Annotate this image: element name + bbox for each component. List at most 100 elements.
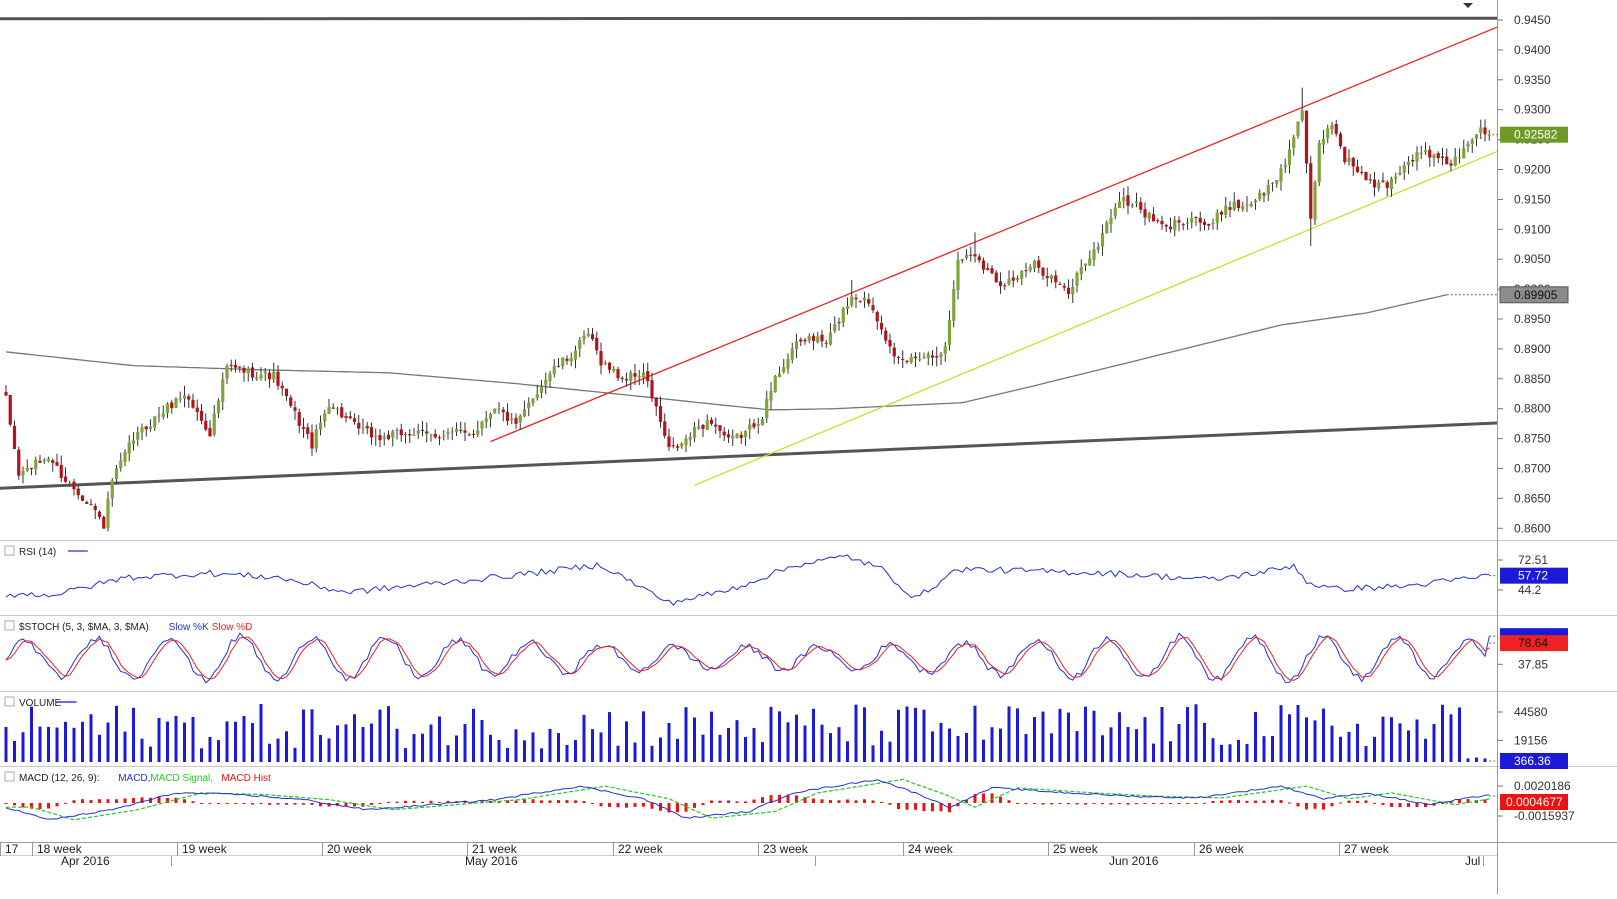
bullish-candle xyxy=(1109,218,1113,225)
bullish-candle xyxy=(395,429,399,431)
bearish-candle xyxy=(144,426,148,430)
volume-bar xyxy=(1475,757,1478,762)
bullish-candle xyxy=(794,341,799,350)
bearish-candle xyxy=(654,397,658,407)
bearish-candle xyxy=(93,505,97,510)
macd-hist-bar xyxy=(1466,799,1470,803)
macd-hist-bar xyxy=(752,799,756,803)
macd-hist-bar xyxy=(557,800,560,803)
bullish-candle xyxy=(816,336,820,343)
volume-bar xyxy=(1288,714,1291,762)
pane-collapse-icon[interactable] xyxy=(4,545,15,556)
macd-hist-bar xyxy=(497,801,501,803)
bearish-candle xyxy=(824,342,828,344)
channel-support-line xyxy=(694,150,1498,486)
bearish-candle xyxy=(595,337,599,351)
bearish-candle xyxy=(233,364,238,368)
volume-bar xyxy=(514,729,518,762)
price-tick-label: 0.9400 xyxy=(1514,43,1551,57)
bearish-candle xyxy=(811,335,816,341)
volume-bar xyxy=(30,706,33,762)
macd-hist-bar xyxy=(1152,803,1155,804)
price-tick-label: 0.8600 xyxy=(1514,521,1551,535)
bearish-candle xyxy=(1062,285,1066,288)
volume-bar xyxy=(1152,743,1155,762)
week-label: 26 week xyxy=(1199,842,1245,856)
bearish-candle xyxy=(663,421,667,436)
macd-hist-bar xyxy=(718,800,722,803)
macd-hist-bar xyxy=(761,797,764,803)
macd-hist-bar xyxy=(1075,803,1079,805)
bearish-candle xyxy=(892,347,896,357)
bullish-candle xyxy=(123,452,127,462)
macd-value: 0.0004677 xyxy=(1506,795,1563,809)
bullish-candle xyxy=(1406,161,1411,166)
bullish-candle xyxy=(1402,165,1406,173)
bearish-candle xyxy=(930,355,935,358)
bullish-candle xyxy=(1007,278,1011,285)
macd-hist-bar xyxy=(242,803,246,804)
bullish-candle xyxy=(705,420,709,430)
bullish-candle xyxy=(952,288,956,321)
long-support-trendline xyxy=(0,421,1498,490)
macd-hist-bar xyxy=(1330,803,1334,807)
volume-bar xyxy=(701,734,705,762)
volume-bar xyxy=(446,745,450,762)
macd-hist-bar xyxy=(1347,800,1351,803)
bullish-candle xyxy=(1147,212,1151,219)
bullish-candle xyxy=(748,424,752,430)
bearish-candle xyxy=(1168,226,1173,230)
bearish-candle xyxy=(888,340,892,347)
macd-hist-bar xyxy=(999,796,1002,803)
macd-hist-bar xyxy=(259,803,263,804)
volume-bar xyxy=(174,715,178,762)
bearish-candle xyxy=(607,362,612,370)
bullish-candle xyxy=(1049,275,1054,279)
bullish-candle xyxy=(743,431,748,437)
bullish-candle xyxy=(165,403,170,414)
bearish-candle xyxy=(624,378,629,381)
volume-bar xyxy=(1398,723,1402,762)
volume-bar xyxy=(1228,744,1232,762)
volume-bar xyxy=(735,720,739,762)
macd-hist-bar xyxy=(820,799,824,803)
bearish-candle xyxy=(72,481,76,490)
volume-bar xyxy=(234,721,237,762)
bullish-candle xyxy=(1122,196,1126,202)
volume-bar xyxy=(820,724,824,762)
bearish-candle xyxy=(726,434,731,438)
price-tick-label: 0.9450 xyxy=(1514,13,1551,27)
bullish-candle xyxy=(1377,182,1381,189)
macd-hist-bar xyxy=(727,800,730,803)
volume-bar xyxy=(625,721,628,762)
macd-hist-bar xyxy=(1279,799,1283,803)
bullish-candle xyxy=(1241,206,1245,210)
bullish-candle xyxy=(964,254,969,259)
price-tick-label: 0.9300 xyxy=(1514,103,1551,117)
volume-bar xyxy=(353,714,356,762)
bullish-candle xyxy=(1313,182,1317,221)
volume-bar xyxy=(1084,706,1087,762)
bullish-candle xyxy=(1075,272,1079,286)
pane-collapse-icon[interactable] xyxy=(4,696,15,707)
bullish-candle xyxy=(909,356,913,363)
pane-collapse-icon[interactable] xyxy=(4,620,15,631)
volume-bar xyxy=(259,703,263,762)
volume-bar xyxy=(64,721,67,762)
bullish-candle xyxy=(569,357,573,362)
bullish-candle xyxy=(1130,205,1134,207)
month-label: Jun 2016 xyxy=(1109,854,1159,868)
bullish-candle xyxy=(1020,270,1024,279)
bullish-candle xyxy=(561,357,565,367)
bearish-candle xyxy=(1385,182,1389,188)
scroll-marker-icon[interactable] xyxy=(1463,3,1473,8)
volume-bar xyxy=(183,722,186,762)
volume-bar xyxy=(565,744,569,762)
volume-bar xyxy=(1424,738,1427,762)
bullish-candle xyxy=(629,372,633,381)
bullish-candle xyxy=(246,368,250,374)
week-label: 17 xyxy=(5,842,19,856)
pane-collapse-icon[interactable] xyxy=(4,771,15,782)
bearish-candle xyxy=(1037,260,1041,268)
bearish-candle xyxy=(170,402,174,409)
